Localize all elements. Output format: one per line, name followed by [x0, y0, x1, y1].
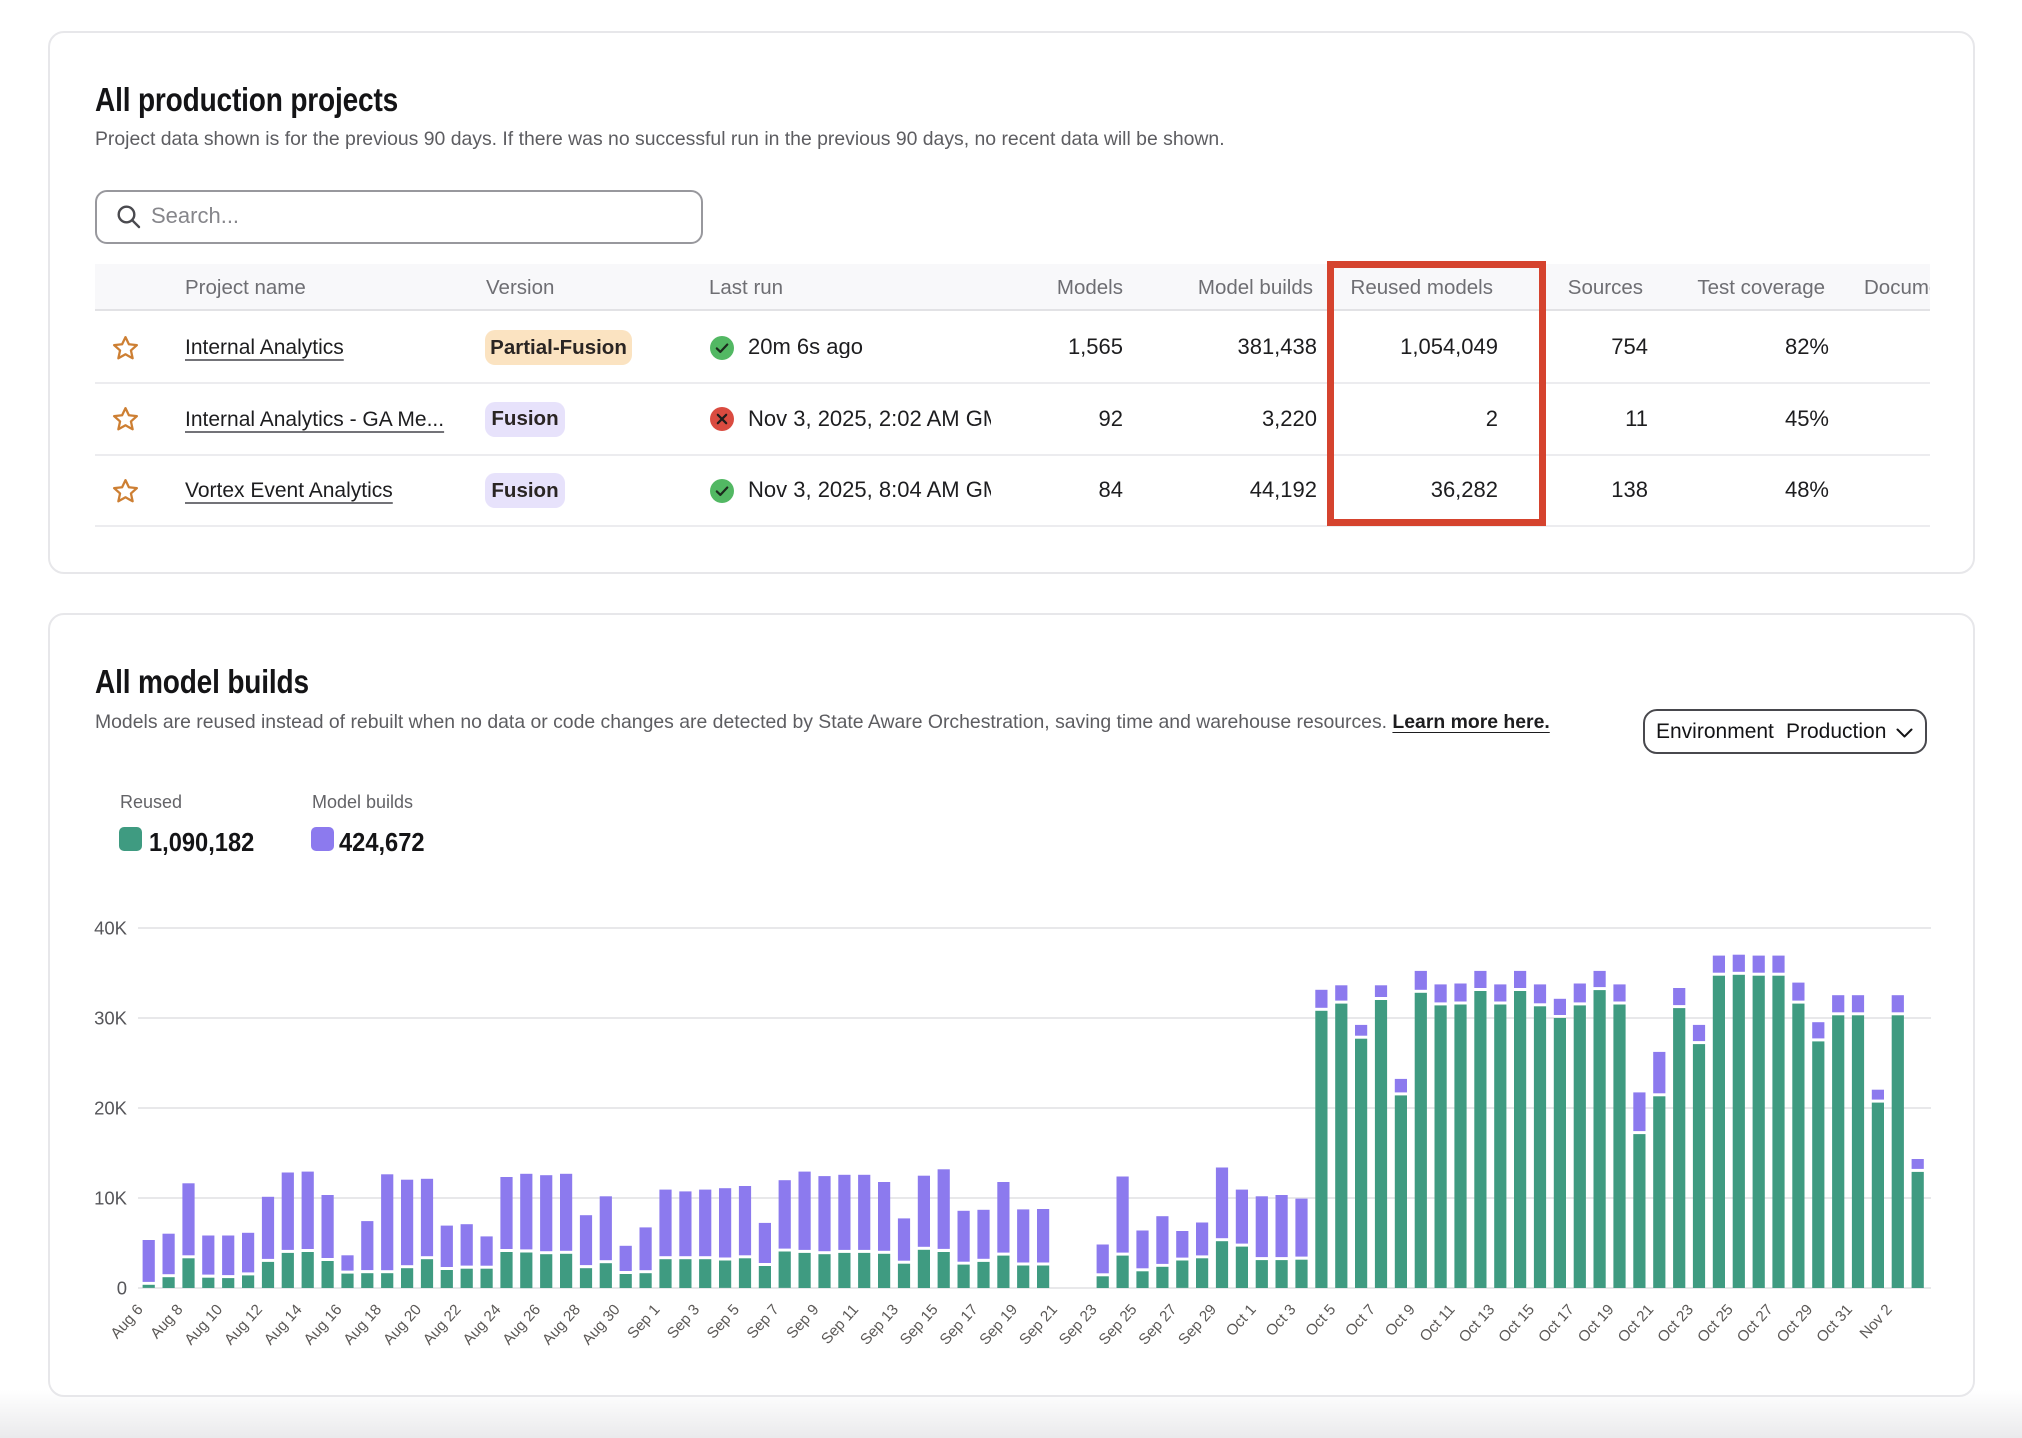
- svg-text:Aug 6: Aug 6: [107, 1301, 146, 1342]
- svg-text:Sep 25: Sep 25: [1096, 1301, 1141, 1348]
- svg-text:Aug 10: Aug 10: [181, 1301, 226, 1348]
- svg-text:Aug 30: Aug 30: [579, 1301, 624, 1348]
- svg-text:Oct 29: Oct 29: [1774, 1301, 1817, 1346]
- svg-text:Sep 17: Sep 17: [937, 1301, 982, 1348]
- svg-text:Aug 20: Aug 20: [380, 1301, 425, 1348]
- svg-text:Oct 21: Oct 21: [1615, 1301, 1658, 1346]
- svg-text:Sep 13: Sep 13: [857, 1301, 902, 1348]
- svg-text:Sep 5: Sep 5: [704, 1301, 743, 1342]
- svg-text:Sep 23: Sep 23: [1056, 1301, 1101, 1348]
- svg-text:0: 0: [117, 1278, 127, 1299]
- svg-text:40K: 40K: [94, 918, 128, 939]
- svg-text:Aug 16: Aug 16: [301, 1301, 346, 1348]
- svg-text:Sep 1: Sep 1: [624, 1301, 663, 1342]
- svg-text:Oct 5: Oct 5: [1302, 1301, 1339, 1339]
- svg-text:20K: 20K: [94, 1098, 128, 1119]
- svg-text:Oct 17: Oct 17: [1535, 1301, 1578, 1346]
- svg-text:Oct 3: Oct 3: [1263, 1301, 1300, 1339]
- svg-text:Oct 31: Oct 31: [1813, 1301, 1856, 1346]
- svg-text:Oct 19: Oct 19: [1575, 1301, 1618, 1346]
- svg-text:Sep 27: Sep 27: [1135, 1301, 1180, 1348]
- svg-text:Nov 2: Nov 2: [1857, 1301, 1896, 1342]
- svg-text:Oct 13: Oct 13: [1456, 1301, 1499, 1346]
- svg-text:Oct 9: Oct 9: [1382, 1301, 1419, 1339]
- svg-text:Sep 21: Sep 21: [1016, 1301, 1061, 1348]
- svg-text:Oct 1: Oct 1: [1223, 1301, 1260, 1339]
- svg-text:Sep 19: Sep 19: [976, 1301, 1021, 1348]
- svg-text:Aug 26: Aug 26: [499, 1301, 544, 1348]
- svg-text:Sep 3: Sep 3: [664, 1301, 703, 1342]
- svg-text:Oct 25: Oct 25: [1694, 1301, 1737, 1346]
- svg-text:Sep 11: Sep 11: [818, 1301, 862, 1347]
- svg-text:Sep 29: Sep 29: [1175, 1301, 1220, 1348]
- svg-text:Aug 18: Aug 18: [340, 1301, 385, 1348]
- svg-text:Oct 15: Oct 15: [1495, 1301, 1538, 1346]
- svg-text:30K: 30K: [94, 1008, 128, 1029]
- svg-text:Oct 23: Oct 23: [1654, 1301, 1697, 1346]
- svg-text:Oct 7: Oct 7: [1342, 1301, 1379, 1339]
- svg-text:Sep 7: Sep 7: [743, 1301, 782, 1342]
- svg-text:Aug 28: Aug 28: [539, 1301, 584, 1348]
- svg-text:Aug 14: Aug 14: [261, 1301, 306, 1348]
- svg-text:10K: 10K: [94, 1188, 128, 1209]
- svg-text:Aug 24: Aug 24: [460, 1301, 505, 1348]
- svg-text:Oct 11: Oct 11: [1417, 1301, 1459, 1345]
- svg-text:Aug 8: Aug 8: [147, 1301, 186, 1342]
- svg-text:Sep 15: Sep 15: [897, 1301, 942, 1348]
- svg-text:Aug 22: Aug 22: [420, 1301, 465, 1348]
- svg-text:Oct 27: Oct 27: [1734, 1301, 1777, 1346]
- svg-text:Aug 12: Aug 12: [221, 1301, 266, 1348]
- svg-text:Sep 9: Sep 9: [783, 1301, 822, 1342]
